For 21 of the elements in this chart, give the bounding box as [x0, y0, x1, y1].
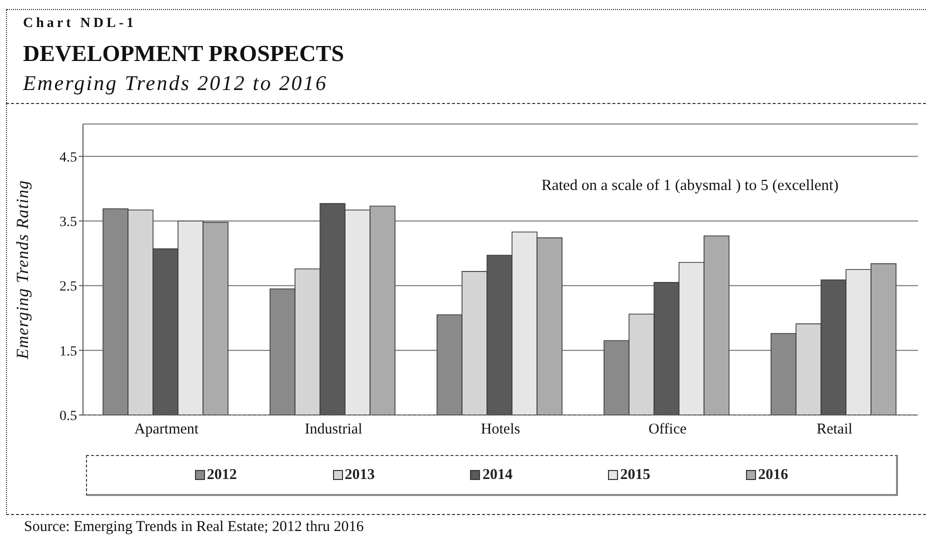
x-tick-label: Retail — [816, 422, 852, 438]
x-tick-label: Office — [648, 422, 687, 438]
y-tick-label: 4.5 — [60, 150, 77, 166]
text: Chart NDL-1 — [23, 16, 136, 31]
legend-label: 2013 — [344, 466, 375, 484]
x-tick-label: Hotels — [480, 422, 520, 438]
legend-label: 2016 — [758, 466, 788, 484]
annotation: Rated on a scale of 1 (abysmal ) to 5 (excellent) — [542, 177, 838, 194]
legend-label: 2014 — [482, 466, 512, 484]
legend-label: 2015 — [620, 466, 650, 484]
chart-title: DEVELOPMENT PROSPECTS — [23, 41, 344, 66]
legend-label: 2012 — [206, 466, 237, 484]
y-axis-title: Emerging Trends Rating — [13, 180, 32, 360]
y-tick-label: 0.5 — [60, 408, 77, 424]
y-tick-label: 2.5 — [60, 280, 77, 295]
source-note: Source: Emerging Trends in Real Estate; 2012 thru 2016 — [24, 519, 364, 535]
chart-subtitle: Emerging Trends 2012 to 2016 — [23, 71, 328, 95]
y-tick-label: 1.5 — [60, 344, 77, 360]
x-tick-label: Industrial — [304, 422, 362, 438]
y-tick-label: 3.5 — [60, 214, 77, 230]
x-tick-label: Apartment — [134, 422, 200, 438]
